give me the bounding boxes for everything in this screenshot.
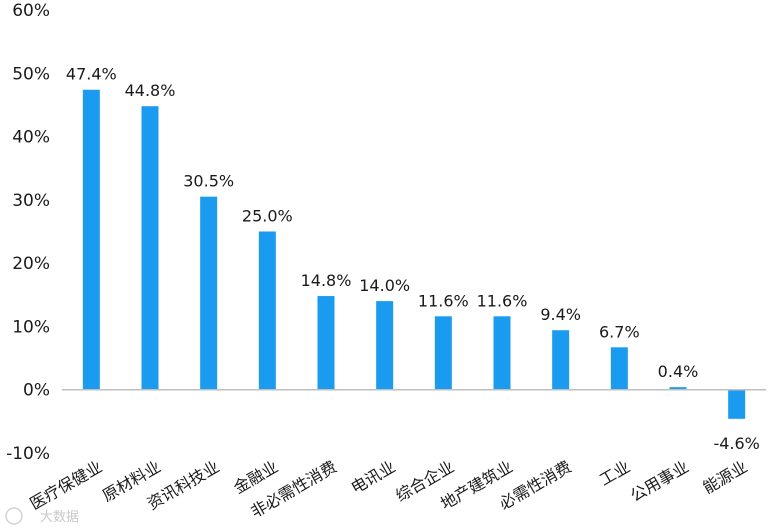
bar [141,106,159,390]
y-tick-label: 20% [12,254,50,274]
watermark-text: 大数据 [40,510,79,525]
watermark: 大数据 [5,507,79,525]
bar [258,231,276,390]
category-label: 能源业 [700,457,751,497]
data-labels: 47.4% 44.8% 30.5% 25.0% 14.8% 14.0% 11.6% 11.6%… [66,65,760,453]
bar [493,316,511,390]
data-label: 44.8% [125,81,176,100]
data-label: 30.5% [183,172,234,191]
y-tick-label: 60% [12,1,50,21]
watermark-logo-icon [5,507,23,525]
bar [200,196,218,390]
y-tick-label: 10% [12,317,50,337]
data-label: 11.6% [418,291,469,310]
bar [552,330,570,390]
data-label: 25.0% [242,207,293,226]
data-label: 14.0% [359,276,410,295]
y-tick-label: -10% [6,444,50,464]
y-tick-label: 40% [12,128,50,148]
category-label: 公用事业 [627,457,692,505]
data-label: 9.4% [540,305,581,324]
bar [82,89,100,390]
data-label: 14.8% [301,271,352,290]
data-label: 47.4% [66,65,117,84]
category-label: 医疗保健业 [27,457,106,513]
y-tick-label: 0% [23,381,50,401]
category-label: 工业 [596,457,633,489]
bar [317,296,335,390]
data-label: 0.4% [658,362,699,381]
bar [610,347,628,390]
data-label: -4.6% [713,434,759,453]
y-axis-ticks: 60% 50% 40% 30% 20% 10% 0% -10% [6,1,50,464]
y-tick-label: 50% [12,64,50,84]
data-label: 6.7% [599,322,640,341]
bar [669,387,687,390]
bar [434,316,452,390]
bar [728,389,746,419]
category-label: 电讯业 [348,457,399,497]
y-tick-label: 30% [12,191,50,211]
bars [82,89,746,419]
bar [376,301,394,390]
data-label: 11.6% [477,291,528,310]
